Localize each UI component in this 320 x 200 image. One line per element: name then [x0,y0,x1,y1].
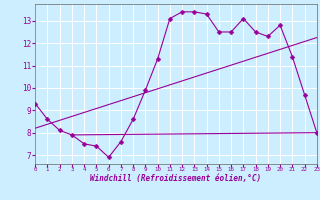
X-axis label: Windchill (Refroidissement éolien,°C): Windchill (Refroidissement éolien,°C) [91,174,261,183]
